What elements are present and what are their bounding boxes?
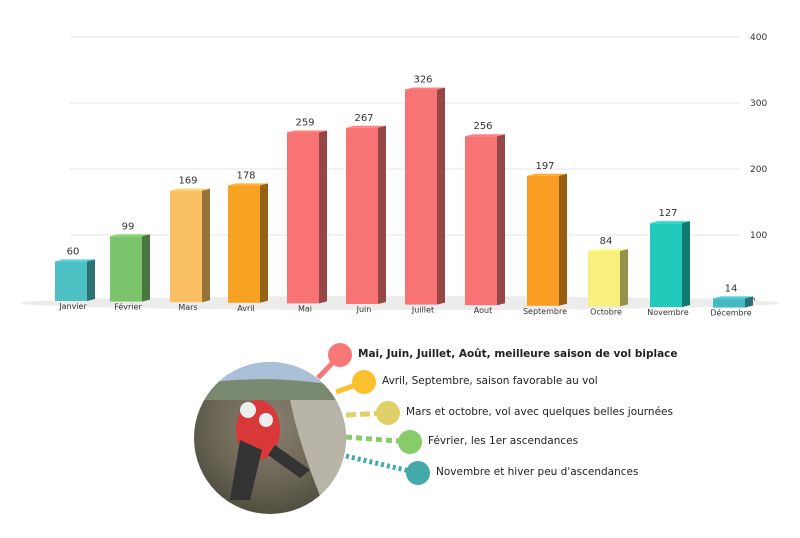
legend-connector <box>345 453 419 476</box>
bar-side <box>378 125 386 304</box>
y-tick-label: 300 <box>750 99 767 109</box>
bar-side <box>620 248 628 307</box>
bar-octobre <box>588 248 628 307</box>
x-tick-label: Décembre <box>710 308 751 318</box>
bar-janvier <box>55 259 95 301</box>
bar-top <box>170 188 210 191</box>
legend-dot <box>398 430 422 454</box>
legend-connector <box>345 434 411 445</box>
x-tick-label: Février <box>114 302 142 312</box>
paragliding-photo <box>194 362 346 514</box>
bar-side <box>202 188 210 303</box>
bar-front <box>527 175 559 306</box>
legend-item: Novembre et hiver peu d'ascendances <box>436 466 639 478</box>
bar-septembre <box>527 173 567 306</box>
x-tick-label: Septembre <box>523 307 567 316</box>
bar-front <box>110 236 142 302</box>
bar-top <box>55 259 95 262</box>
bar-top <box>650 221 690 224</box>
bar-juin <box>346 125 386 304</box>
legend-connector <box>345 410 389 418</box>
legend-connector <box>316 353 342 380</box>
data-label: 326 <box>413 74 432 85</box>
x-tick-label: Octobre <box>590 307 622 316</box>
bar-side <box>260 183 268 303</box>
bar-top <box>465 134 505 137</box>
bar-décembre <box>713 296 753 308</box>
bar-top <box>588 248 628 251</box>
x-tick-label: Novembre <box>647 308 689 317</box>
bar-front <box>650 223 682 307</box>
bar-top <box>110 234 150 237</box>
data-label: 259 <box>295 117 314 128</box>
bar-side <box>437 87 445 305</box>
x-tick-label: Juin <box>356 305 372 314</box>
legend-item: Février, les 1er ascendances <box>428 435 579 447</box>
bar-front <box>170 190 202 303</box>
bar-front <box>405 89 437 305</box>
data-label: 267 <box>354 113 373 124</box>
legend-dot <box>406 461 430 485</box>
legend-item: Mai, Juin, Juillet, Août, meilleure sais… <box>358 348 678 360</box>
legend-connector <box>335 379 365 395</box>
data-label: 256 <box>473 121 492 132</box>
y-tick-label: 100 <box>750 231 767 241</box>
bar-top <box>346 125 386 128</box>
bar-juillet <box>405 87 445 305</box>
bar-side <box>319 130 327 304</box>
data-label: 178 <box>236 170 255 181</box>
data-label: 197 <box>535 161 554 172</box>
bar-février <box>110 234 150 302</box>
x-tick-label: Mai <box>298 304 312 313</box>
legend-item: Mars et octobre, vol avec quelques belle… <box>406 406 673 418</box>
legend-dot <box>328 343 352 367</box>
bar-top <box>228 183 268 186</box>
bar-avril <box>228 183 268 303</box>
data-label: 60 <box>67 246 80 257</box>
data-label: 14 <box>725 283 738 294</box>
bar-front <box>287 132 319 304</box>
x-tick-label: Mars <box>178 303 197 312</box>
legend-dot <box>352 370 376 394</box>
bar-front <box>55 261 87 301</box>
bar-side <box>87 259 95 301</box>
x-tick-label: Juillet <box>411 306 434 315</box>
bar-side <box>497 134 505 306</box>
legend-item: Avril, Septembre, saison favorable au vo… <box>382 375 598 387</box>
bar-front <box>588 250 620 307</box>
data-label: 127 <box>658 208 677 219</box>
bar-front <box>713 298 745 308</box>
bar-novembre <box>650 221 690 307</box>
x-tick-label: Janvier <box>58 302 87 311</box>
bar-front <box>346 127 378 304</box>
x-tick-label: Aout <box>474 306 492 315</box>
bar-front <box>228 185 260 303</box>
bar-top <box>713 296 753 299</box>
bar-mai <box>287 130 327 304</box>
bar-top <box>287 130 327 133</box>
bar-chart: 010020030040060Janvier99Février169Mars17… <box>20 33 780 318</box>
data-label: 99 <box>122 221 135 232</box>
bar-mars <box>170 188 210 303</box>
y-tick-label: 400 <box>750 33 767 43</box>
data-label: 169 <box>178 176 197 187</box>
data-label: 84 <box>600 236 613 247</box>
x-tick-label: Avril <box>237 304 254 313</box>
bar-top <box>527 173 567 176</box>
bar-side <box>142 234 150 302</box>
bar-side <box>682 221 690 307</box>
bar-top <box>405 87 445 90</box>
bar-side <box>559 173 567 306</box>
bar-front <box>465 136 497 306</box>
bar-side <box>745 296 753 308</box>
y-tick-label: 200 <box>750 165 767 175</box>
bar-aout <box>465 134 505 306</box>
legend-dot <box>376 401 400 425</box>
